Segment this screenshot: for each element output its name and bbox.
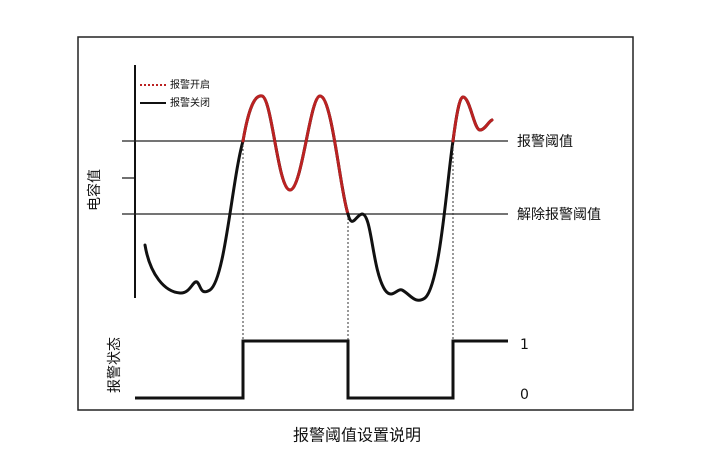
state-high-label: 1 bbox=[520, 337, 529, 353]
legend-label-on: 报警开启 bbox=[170, 78, 210, 91]
curve-on bbox=[241, 94, 350, 216]
state-low-label: 0 bbox=[520, 387, 529, 403]
curve-off bbox=[143, 139, 245, 295]
curve-off bbox=[346, 139, 455, 302]
frame bbox=[77, 36, 634, 411]
value-axis-title: 电容值 bbox=[86, 169, 103, 211]
state-axis-title: 报警状态 bbox=[107, 337, 123, 393]
curve-on bbox=[451, 95, 494, 143]
curve-on-base bbox=[241, 94, 350, 216]
state-signal bbox=[135, 339, 508, 400]
legend-label-off: 报警关闭 bbox=[170, 96, 210, 109]
caption: 报警阈值设置说明 bbox=[293, 426, 421, 445]
alarm-threshold-label: 报警阈值 bbox=[517, 134, 573, 150]
release-threshold-label: 解除报警阈值 bbox=[517, 207, 601, 223]
